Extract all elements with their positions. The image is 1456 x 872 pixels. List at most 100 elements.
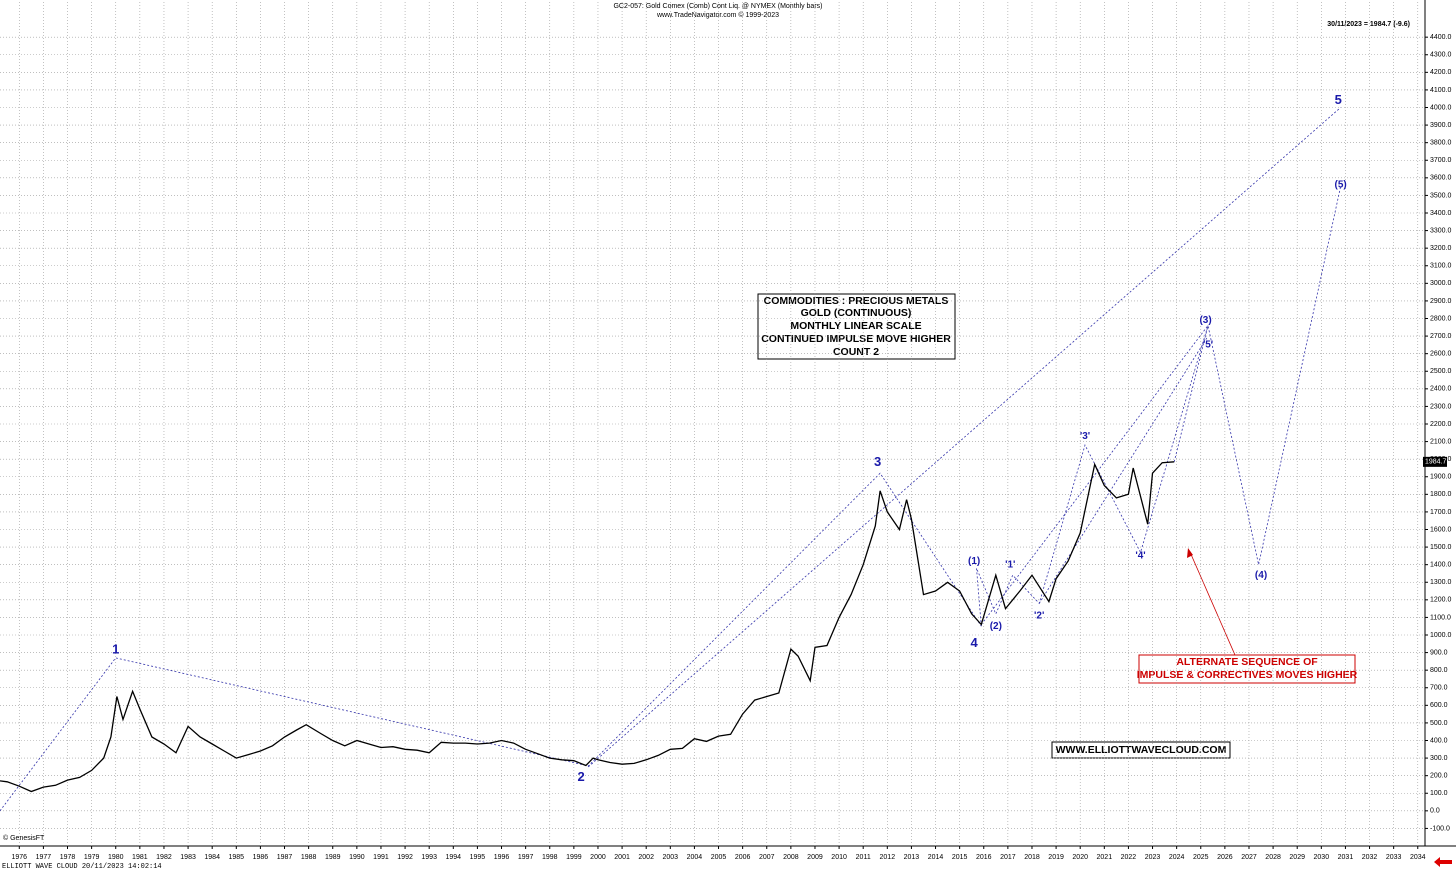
y-tick-label: 400.0 [1430,737,1448,744]
x-tick-label: 2030 [1314,854,1330,861]
arrow-icon [1434,857,1452,867]
x-tick-label: 2032 [1362,854,1378,861]
y-tick-label: 4400.0 [1430,34,1452,41]
x-tick-label: 1995 [470,854,486,861]
y-tick-label: 1500.0 [1430,544,1452,551]
x-tick-label: 1996 [494,854,510,861]
y-tick-label: 3700.0 [1430,157,1452,164]
x-tick-label: 2018 [1024,854,1040,861]
wave-label: '2' [1034,610,1044,621]
x-tick-label: 2005 [711,854,727,861]
chart-subtitle: www.TradeNavigator.com © 1999-2023 [656,11,779,19]
last-info: 30/11/2023 = 1984.7 (-9.6) [1327,21,1410,28]
x-tick-label: 1986 [253,854,269,861]
note-arrow [1189,551,1236,656]
y-tick-label: 800.0 [1430,667,1448,674]
price-line [0,461,1175,793]
x-tick-label: 1990 [349,854,365,861]
x-tick-label: 2021 [1097,854,1113,861]
x-tick-label: 2008 [783,854,799,861]
note-box [1138,654,1356,684]
y-tick-label: 1800.0 [1430,491,1452,498]
x-tick-label: 2004 [687,854,703,861]
footer: ELLIOTT WAVE CLOUD 20/11/2023 14:02:14 [2,863,162,871]
wave-label: '1' [1005,559,1015,570]
x-tick-label: 1994 [446,854,462,861]
x-tick-label: 2027 [1241,854,1257,861]
y-tick-label: 2800.0 [1430,315,1452,322]
x-tick-label: 2003 [663,854,679,861]
x-tick-label: 2025 [1193,854,1209,861]
x-tick-label: 2017 [1000,854,1016,861]
x-tick-label: 2007 [759,854,775,861]
y-tick-label: 2900.0 [1430,298,1452,305]
x-tick-label: 2011 [856,854,871,861]
copyright: © GenesisFT [3,834,45,842]
x-tick-label: 1982 [156,854,172,861]
wave-line [976,186,1341,627]
x-tick-label: 2009 [807,854,823,861]
wave-label: 3 [874,454,881,469]
x-tick-label: 2010 [831,854,847,861]
info-line: GOLD (CONTINUOUS) [801,307,912,319]
x-tick-label: 2019 [1048,854,1064,861]
y-tick-label: 3500.0 [1430,192,1452,199]
x-tick-label: 2028 [1265,854,1281,861]
x-tick-label: 1998 [542,854,558,861]
x-tick-label: 2012 [880,854,896,861]
y-tick-label: 1000.0 [1430,632,1452,639]
y-tick-label: 2200.0 [1430,421,1452,428]
y-tick-label: -100.0 [1430,825,1450,832]
y-tick-label: 2600.0 [1430,351,1452,358]
y-tick-label: 700.0 [1430,685,1448,692]
y-tick-label: 3900.0 [1430,122,1452,129]
wave-label: (5) [1334,180,1346,191]
x-tick-label: 1983 [180,854,196,861]
wave-label: (4) [1255,570,1267,581]
y-tick-label: 2500.0 [1430,368,1452,375]
x-tick-label: 1978 [60,854,76,861]
y-tick-label: 1400.0 [1430,562,1452,569]
x-tick-label: 1985 [229,854,245,861]
y-tick-label: 3100.0 [1430,263,1452,270]
x-tick-label: 2016 [976,854,992,861]
x-tick-label: 2020 [1072,854,1088,861]
x-tick-label: 1992 [397,854,413,861]
y-tick-label: 4300.0 [1430,52,1452,59]
note-line: IMPULSE & CORRECTIVES MOVES HIGHER [1137,669,1358,681]
wave-label: (1) [968,556,980,567]
x-tick-label: 2026 [1217,854,1233,861]
x-tick-label: 2023 [1145,854,1161,861]
y-tick-label: 3400.0 [1430,210,1452,217]
y-tick-label: 0.0 [1430,808,1440,815]
x-tick-label: 1984 [204,854,220,861]
x-tick-label: 1993 [421,854,437,861]
x-tick-label: 2029 [1289,854,1305,861]
y-tick-label: 4200.0 [1430,69,1452,76]
y-tick-label: 3200.0 [1430,245,1452,252]
wave-label: 2 [577,769,584,784]
wave-label: '3' [1080,431,1090,442]
website: WWW.ELLIOTTWAVECLOUD.COM [1056,744,1227,756]
x-tick-label: 2006 [735,854,751,861]
y-tick-label: 1900.0 [1430,474,1452,481]
y-tick-label: 900.0 [1430,649,1448,656]
info-line: MONTHLY LINEAR SCALE [790,320,921,332]
x-tick-label: 1997 [518,854,534,861]
wave-label: 1 [112,641,119,656]
x-tick-label: 1988 [301,854,317,861]
x-tick-label: 1980 [108,854,124,861]
x-tick-label: 2001 [614,854,630,861]
x-tick-label: 1981 [132,854,148,861]
wave-line [0,472,982,812]
x-tick-label: 1977 [36,854,52,861]
x-tick-label: 2013 [904,854,920,861]
info-line: COUNT 2 [833,346,879,358]
y-tick-label: 3600.0 [1430,175,1452,182]
note-line: ALTERNATE SEQUENCE OF [1176,656,1318,668]
x-tick-label: 2015 [952,854,968,861]
y-tick-label: 3300.0 [1430,227,1452,234]
wave-label: 5 [1335,92,1342,107]
